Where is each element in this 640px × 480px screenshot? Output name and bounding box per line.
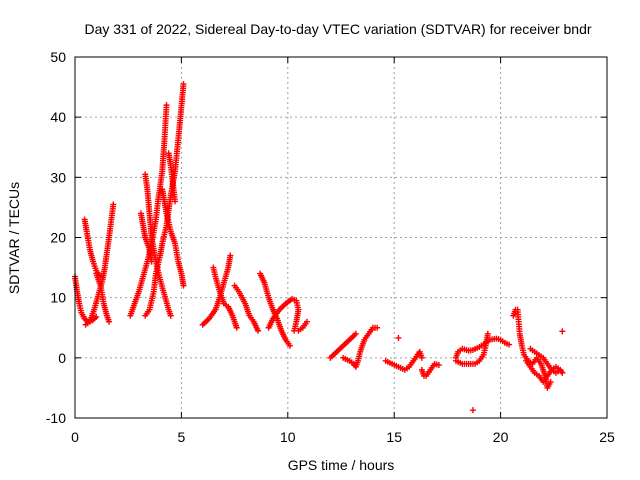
y-tick-label: 40 [50, 109, 66, 125]
data-point [506, 341, 513, 348]
data-point [559, 328, 566, 335]
data-point [418, 354, 425, 361]
data-point [180, 282, 187, 289]
x-axis-label: GPS time / hours [288, 457, 395, 473]
y-tick-label: 20 [50, 230, 66, 246]
data-point [93, 313, 100, 320]
data-point [172, 198, 179, 205]
x-tick-label: 10 [280, 429, 296, 445]
plot-border [74, 56, 608, 419]
y-axis-label: SDTVAR / TECUs [6, 182, 22, 294]
y-tick-label: 10 [50, 290, 66, 306]
data-point [233, 324, 240, 331]
x-tick-label: 5 [178, 429, 186, 445]
data-point [303, 318, 310, 325]
data-point [167, 312, 174, 319]
y-tick-label: -10 [46, 410, 66, 426]
data-point [106, 318, 113, 325]
data-point [559, 369, 566, 376]
data-point [469, 407, 476, 414]
data-point [255, 327, 262, 334]
data-point [227, 252, 234, 259]
y-tick-label: 0 [58, 350, 66, 366]
data-point [163, 102, 170, 109]
data-point [547, 378, 554, 385]
data-points [72, 81, 566, 414]
data-point [286, 342, 293, 349]
data-point [110, 201, 117, 208]
chart-title: Day 331 of 2022, Sidereal Day-to-day VTE… [84, 21, 591, 37]
data-point [180, 81, 187, 88]
data-point [435, 362, 442, 369]
data-point [484, 330, 491, 337]
y-tick-label: 30 [50, 169, 66, 185]
y-tick-label: 50 [50, 49, 66, 65]
x-tick-label: 15 [386, 429, 402, 445]
x-tick-label: 20 [493, 429, 509, 445]
x-tick-label: 25 [599, 429, 615, 445]
data-point [352, 330, 359, 337]
data-point [395, 334, 402, 341]
x-tick-label: 0 [71, 429, 79, 445]
data-point [374, 324, 381, 331]
